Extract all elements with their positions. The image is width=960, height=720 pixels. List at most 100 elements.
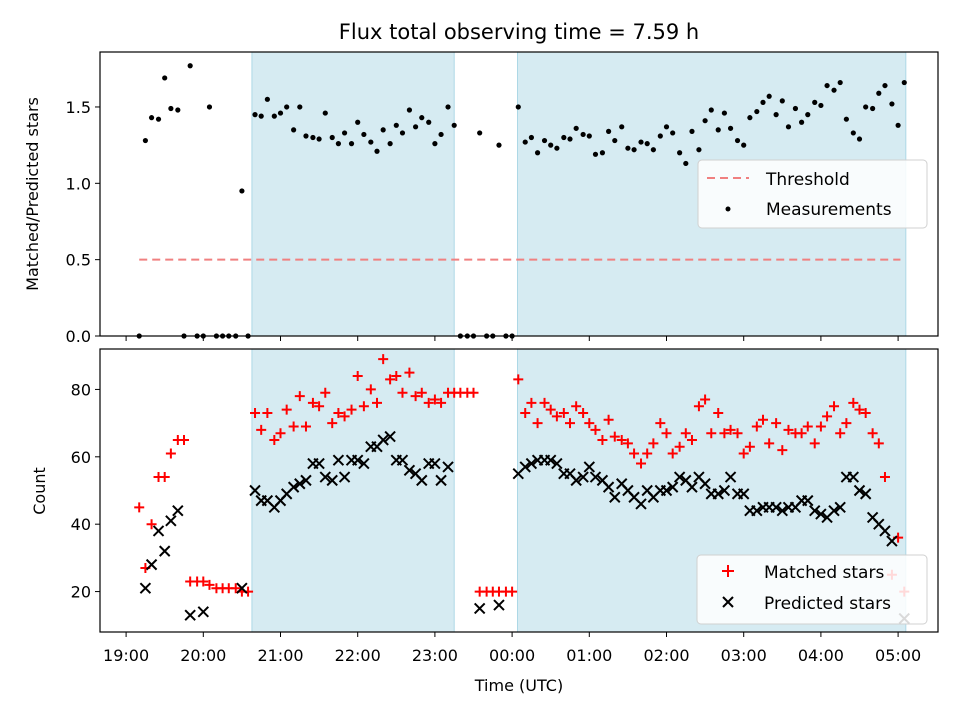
measurement-point-45	[426, 119, 432, 125]
predicted-star-point-75	[724, 471, 737, 483]
measurement-point-93	[734, 137, 741, 144]
matched-star-point-72	[597, 434, 608, 445]
predicted-star-point-43	[519, 461, 531, 473]
predicted-star-point-69	[686, 481, 698, 493]
matched-star-point-86	[686, 434, 697, 445]
matched-star-point-18	[250, 408, 261, 419]
measurement-point-5	[168, 105, 174, 112]
predicted-star-point-30	[384, 430, 396, 443]
matched-star-point-80	[648, 438, 659, 449]
measurement-point-48	[445, 104, 451, 110]
measurement-point-22	[277, 110, 284, 116]
measurement-point-4	[162, 75, 168, 81]
measurement-point-119	[901, 79, 907, 86]
measurement-point-78	[638, 139, 644, 145]
measurement-point-20	[264, 96, 270, 102]
matched-star-point-82	[661, 428, 672, 439]
measurement-point-99	[773, 112, 779, 118]
measurement-point-37	[374, 148, 380, 154]
measurement-point-23	[284, 104, 290, 110]
predicted-star-point-52	[577, 471, 589, 483]
matched-star-point-65	[551, 411, 562, 422]
predicted-star-point-47	[544, 454, 557, 466]
matched-star-point-115	[873, 438, 884, 449]
matched-star-point-77	[629, 448, 640, 459]
matched-star-point-73	[603, 414, 614, 425]
matched-star-point-19	[256, 424, 267, 435]
matched-star-point-21	[269, 434, 280, 445]
predicted-stars-points	[139, 430, 910, 625]
predicted-star-point-67	[673, 471, 686, 483]
matched-star-point-93	[732, 428, 743, 439]
measurement-point-19	[258, 113, 264, 119]
bottom-y-tick-label-3: 80	[71, 380, 91, 399]
matched-star-point-85	[680, 428, 691, 439]
predicted-star-point-61	[635, 498, 647, 510]
measurement-point-84	[677, 150, 683, 156]
matched-star-point-75	[616, 434, 627, 445]
matched-star-point-15	[230, 583, 241, 594]
measurement-point-72	[599, 150, 606, 156]
chart-title: Flux total observing time = 7.59 h	[339, 20, 699, 44]
predicted-star-point-73	[712, 488, 724, 500]
measurement-point-105	[812, 99, 818, 105]
matched-star-point-34	[352, 370, 363, 381]
matched-star-point-32	[339, 411, 350, 422]
measurement-point-89	[708, 107, 714, 113]
measurement-point-115	[876, 90, 882, 96]
measurement-point-113	[863, 104, 869, 110]
measurement-point-59	[515, 104, 521, 110]
matched-star-point-104	[802, 421, 813, 432]
predicted-star-point-51	[570, 474, 582, 487]
matched-star-point-0	[134, 502, 145, 513]
measurement-point-94	[741, 142, 747, 148]
matched-star-point-107	[822, 411, 833, 422]
measurement-point-27	[310, 134, 316, 141]
matched-star-point-94	[738, 448, 749, 459]
measurement-point-21	[271, 113, 277, 119]
matched-star-point-24	[288, 421, 299, 432]
measurement-point-85	[683, 160, 689, 167]
matched-star-point-37	[372, 397, 382, 408]
predicted-star-point-89	[815, 508, 827, 520]
matched-star-point-30	[327, 418, 338, 429]
x-tick-label-5: 00:00	[489, 646, 535, 665]
top-panel: 0.0 0.5 1.0 1.5 Matched/Predicted stars Thr…	[23, 51, 939, 346]
measurement-point-90	[715, 127, 721, 133]
x-tick-label-3: 22:00	[335, 646, 381, 665]
legend-predicted-label: Predicted stars	[764, 594, 891, 614]
matched-star-point-70	[584, 418, 595, 429]
measurement-point-47	[438, 131, 444, 138]
measurement-point-43	[413, 124, 419, 130]
measurement-points	[136, 63, 907, 339]
measurement-point-71	[592, 151, 599, 157]
predicted-star-point-79	[751, 505, 763, 517]
predicted-star-point-15	[287, 481, 300, 493]
measurement-point-87	[696, 147, 702, 153]
bottom-axes-frame	[99, 348, 939, 633]
matched-star-point-67	[565, 418, 575, 429]
matched-star-point-91	[719, 428, 730, 439]
measurement-point-46	[432, 141, 438, 147]
matched-star-point-7	[179, 434, 189, 445]
measurement-point-56	[496, 142, 502, 148]
measurement-point-3	[155, 116, 162, 122]
measurement-point-33	[348, 141, 355, 147]
measurement-point-82	[663, 124, 670, 130]
matched-star-point-110	[841, 418, 852, 429]
matched-star-point-39	[385, 374, 396, 385]
predicted-star-point-100	[886, 535, 898, 547]
measurement-point-101	[785, 124, 792, 130]
measurement-point-114	[870, 105, 876, 112]
matched-star-point-109	[835, 428, 846, 439]
predicted-star-point-23	[338, 471, 351, 483]
matched-star-point-20	[262, 408, 273, 419]
predicted-star-point-83	[776, 505, 789, 517]
predicted-star-point-32	[396, 454, 409, 466]
matched-star-point-52	[468, 387, 479, 398]
measurement-point-11	[206, 104, 213, 110]
top-legend: Threshold Measurements	[697, 159, 928, 229]
x-tick-label-8: 03:00	[721, 646, 767, 665]
matched-star-point-35	[358, 401, 369, 412]
